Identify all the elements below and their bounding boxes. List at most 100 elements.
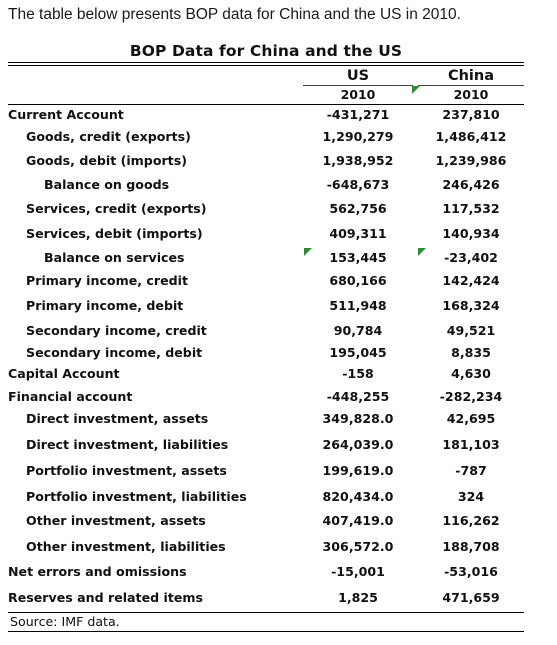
year-header-row: 2010 2010 (8, 86, 524, 104)
table-row: Direct investment, liabilities 264,039.0 1… (8, 435, 524, 455)
cell-us-value: 195,045 (329, 345, 387, 360)
table-top-rule (8, 62, 524, 66)
cell-us-value: 1,825 (338, 590, 378, 605)
cell-china-value: 42,695 (446, 411, 496, 426)
cell-china-value: 8,835 (451, 345, 491, 360)
row-label: Portfolio investment, liabilities (26, 489, 247, 504)
table-row: Goods, credit (exports) 1,290,279 1,486,41… (8, 127, 524, 147)
row-label: Current Account (8, 107, 124, 122)
table-body: Current Account -431,271 237,810 Goods, cre… (8, 105, 524, 610)
cell-china-value: 142,424 (442, 273, 500, 288)
header-underline-china (418, 85, 524, 86)
table-row: Reserves and related items 1,825 471,659 (8, 588, 524, 608)
source-box: Source: IMF data. (8, 612, 524, 632)
row-label: Secondary income, debit (26, 345, 203, 360)
year-header-us: 2010 (340, 87, 376, 102)
cell-us-value: -648,673 (326, 177, 390, 192)
cell-us-value: 306,572.0 (322, 539, 394, 554)
cell-us-value: 1,290,279 (322, 129, 394, 144)
row-label: Goods, credit (exports) (26, 129, 191, 144)
row-label: Direct investment, assets (26, 411, 209, 426)
table-row: Primary income, debit 511,948 168,324 (8, 296, 524, 316)
cell-china-value: 1,486,412 (435, 129, 507, 144)
cell-china-value: 181,103 (442, 437, 500, 452)
bop-table: BOP Data for China and the US US China 2… (8, 40, 524, 610)
table-title: BOP Data for China and the US (129, 42, 403, 60)
column-header-row: US China (8, 66, 524, 86)
table-row: Services, debit (imports) 409,311 140,934 (8, 224, 524, 244)
row-label: Portfolio investment, assets (26, 463, 227, 478)
cell-china-value: 116,262 (442, 513, 500, 528)
cell-china-value: 324 (457, 489, 485, 504)
cell-us-value: 90,784 (333, 323, 383, 338)
cell-us-value: 264,039.0 (322, 437, 394, 452)
header-bottom-rule (8, 104, 524, 105)
table-row: Financial account -448,255 -282,234 (8, 387, 524, 407)
table-row: Balance on services 153,445 -23,402 (8, 248, 524, 268)
table-row: Balance on goods -648,673 246,426 (8, 175, 524, 195)
table-row: Secondary income, debit 195,045 8,835 (8, 343, 524, 363)
cell-us-value: 349,828.0 (322, 411, 394, 426)
cell-china-value: -282,234 (439, 389, 503, 404)
cell-us-value: -158 (342, 366, 374, 381)
cell-flag-icon (304, 248, 312, 256)
row-label: Financial account (8, 389, 133, 404)
cell-china-value: -787 (455, 463, 487, 478)
table-row: Portfolio investment, liabilities 820,434… (8, 487, 524, 507)
cell-us-value: 153,445 (329, 250, 387, 265)
cell-us-value: 562,756 (329, 201, 387, 216)
row-label: Net errors and omissions (8, 564, 187, 579)
cell-china-value: 140,934 (442, 226, 500, 241)
table-row: Other investment, liabilities 306,572.0 18… (8, 537, 524, 557)
cell-us-value: 409,311 (329, 226, 387, 241)
cell-china-value: -23,402 (444, 250, 498, 265)
cell-flag-icon (418, 248, 426, 256)
column-header-china: China (447, 68, 495, 84)
year-header-china: 2010 (453, 87, 489, 102)
cell-us-value: 511,948 (329, 298, 387, 313)
cell-china-value: 188,708 (442, 539, 500, 554)
cell-us-value: -15,001 (331, 564, 385, 579)
table-row: Direct investment, assets 349,828.0 42,695 (8, 409, 524, 429)
cell-flag-icon (412, 86, 420, 94)
table-row: Capital Account -158 4,630 (8, 364, 524, 384)
cell-china-value: 49,521 (446, 323, 496, 338)
row-label: Services, debit (imports) (26, 226, 203, 241)
row-label: Balance on goods (44, 177, 170, 192)
table-row: Goods, debit (imports) 1,938,952 1,239,986 (8, 151, 524, 171)
row-label: Balance on services (44, 250, 185, 265)
cell-us-value: 199,619.0 (322, 463, 394, 478)
row-label: Primary income, debit (26, 298, 184, 313)
table-row: Other investment, assets 407,419.0 116,262 (8, 511, 524, 531)
cell-us-value: -431,271 (326, 107, 390, 122)
header-underline-us (303, 85, 413, 86)
table-row: Services, credit (exports) 562,756 117,532 (8, 199, 524, 219)
cell-china-value: 237,810 (442, 107, 500, 122)
row-label: Other investment, assets (26, 513, 206, 528)
table-row: Current Account -431,271 237,810 (8, 105, 524, 125)
row-label: Reserves and related items (8, 590, 204, 605)
cell-us-value: 680,166 (329, 273, 387, 288)
cell-us-value: -448,255 (326, 389, 390, 404)
cell-china-value: 1,239,986 (435, 153, 507, 168)
row-label: Services, credit (exports) (26, 201, 207, 216)
cell-china-value: 168,324 (442, 298, 500, 313)
column-header-us: US (346, 68, 370, 84)
cell-us-value: 820,434.0 (322, 489, 394, 504)
table-row: Net errors and omissions -15,001 -53,016 (8, 562, 524, 582)
table-row: Primary income, credit 680,166 142,424 (8, 271, 524, 291)
cell-china-value: 117,532 (442, 201, 500, 216)
cell-china-value: -53,016 (444, 564, 498, 579)
table-row: Secondary income, credit 90,784 49,521 (8, 321, 524, 341)
cell-china-value: 471,659 (442, 590, 500, 605)
row-label: Other investment, liabilities (26, 539, 226, 554)
intro-text: The table below presents BOP data for Ch… (8, 6, 461, 23)
row-label: Capital Account (8, 366, 120, 381)
table-row: Portfolio investment, assets 199,619.0 -78… (8, 461, 524, 481)
row-label: Secondary income, credit (26, 323, 207, 338)
cell-us-value: 407,419.0 (322, 513, 394, 528)
row-label: Primary income, credit (26, 273, 188, 288)
row-label: Goods, debit (imports) (26, 153, 187, 168)
row-label: Direct investment, liabilities (26, 437, 229, 452)
cell-us-value: 1,938,952 (322, 153, 394, 168)
